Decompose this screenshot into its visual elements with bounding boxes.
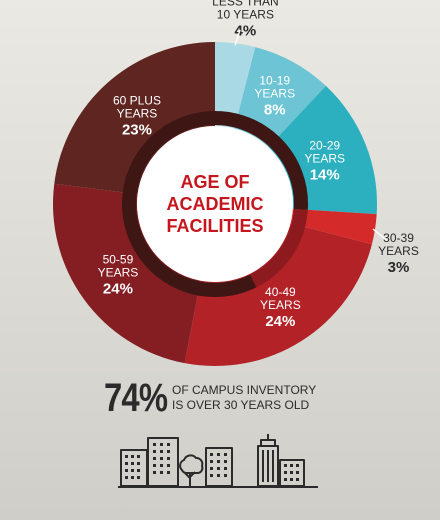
- slice-name: YEARS: [378, 244, 419, 258]
- slice-name: 50-59: [103, 253, 134, 267]
- slice-name: 20-29: [309, 139, 340, 153]
- slice-name: YEARS: [98, 266, 139, 280]
- slice-value: 24%: [103, 281, 133, 298]
- slice-name: 10 YEARS: [217, 7, 274, 21]
- slice-value: 4%: [235, 22, 257, 39]
- tree-icon: [179, 454, 204, 486]
- chart-title-line: ACADEMIC: [167, 194, 264, 214]
- slice-name: 40-49: [265, 285, 296, 299]
- slice-value: 8%: [264, 101, 286, 118]
- stat-caption: OF CAMPUS INVENTORY IS OVER 30 YEARS OLD: [172, 383, 316, 413]
- donut-slice: [184, 223, 372, 366]
- leader-line: [234, 29, 241, 46]
- stat-value: 74%: [104, 376, 168, 420]
- donut-slice: [53, 183, 201, 364]
- slice-name: YEARS: [304, 152, 345, 166]
- donut-slice: [290, 208, 377, 245]
- building-icon: [120, 449, 148, 487]
- campus-buildings-illustration: [118, 434, 318, 488]
- campus-stat: 74% OF CAMPUS INVENTORY IS OVER 30 YEARS…: [104, 378, 316, 418]
- slice-value: 24%: [265, 313, 295, 330]
- slice-name: YEARS: [260, 298, 301, 312]
- donut-slice: [215, 42, 256, 129]
- slice-name: YEARS: [117, 106, 158, 120]
- slice-name: 10-19: [259, 73, 290, 87]
- stat-caption-line2: IS OVER 30 YEARS OLD: [172, 398, 310, 412]
- slice-name: 60 PLUS: [113, 93, 161, 107]
- slice-value: 14%: [310, 167, 340, 184]
- slice-name: LESS THAN: [212, 0, 278, 8]
- building-icon: [205, 447, 233, 487]
- slice-name: 30-39: [383, 231, 414, 245]
- donut-center: [137, 126, 293, 282]
- building-icon: [147, 437, 179, 487]
- chart-title-line: AGE OF: [180, 172, 249, 192]
- stat-caption-line1: OF CAMPUS INVENTORY: [172, 383, 317, 397]
- leader-line: [372, 228, 388, 242]
- building-icon: [279, 459, 305, 487]
- slice-value: 23%: [122, 121, 152, 138]
- slice-value: 3%: [388, 259, 410, 276]
- donut-slice: [54, 42, 215, 195]
- inner-ring: [122, 111, 308, 297]
- slice-name: YEARS: [254, 86, 295, 100]
- chart-title-line: FACILITIES: [166, 216, 263, 236]
- donut-slices: [53, 42, 377, 366]
- tower-icon: [257, 434, 279, 487]
